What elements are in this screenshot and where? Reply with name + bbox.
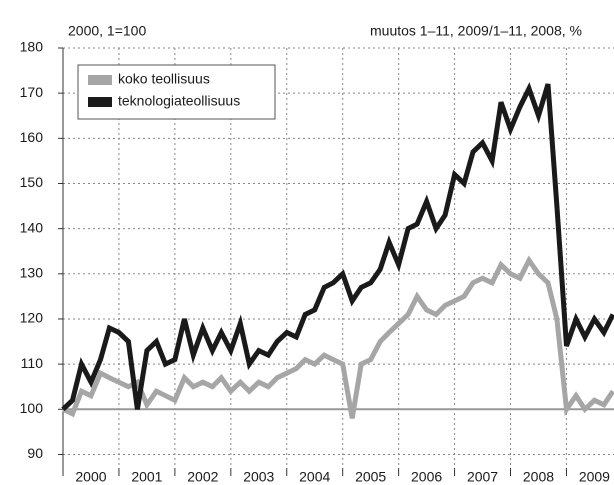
y-tick-label: 140 — [20, 219, 44, 235]
legend-label: koko teollisuus — [118, 71, 210, 87]
x-tick-label: 2004 — [299, 469, 330, 485]
y-tick-label: 110 — [21, 355, 44, 371]
x-tick-label: 2009 — [579, 469, 610, 485]
right-axis-label: muutos 1–11, 2009/1–11, 2008, % — [370, 23, 582, 39]
x-tick-label: 2008 — [523, 469, 554, 485]
x-tick-label: 2001 — [131, 469, 162, 485]
left-axis-label: 2000, 1=100 — [68, 23, 146, 39]
y-tick-label: 100 — [20, 400, 44, 416]
legend-label: teknologiateollisuus — [118, 93, 240, 109]
y-tick-label: 170 — [20, 84, 44, 100]
x-tick-label: 2005 — [355, 469, 386, 485]
y-tick-label: 130 — [20, 265, 44, 281]
legend-swatch — [88, 97, 112, 107]
x-tick-label: 2000 — [75, 469, 106, 485]
legend-box — [77, 64, 276, 120]
x-tick-label: 2003 — [243, 469, 274, 485]
y-tick-label: 180 — [20, 39, 44, 55]
series-line — [61, 255, 614, 419]
x-tick-label: 2007 — [467, 469, 498, 485]
legend-swatch — [88, 75, 112, 85]
y-tick-label: 120 — [20, 310, 44, 326]
y-tick-label: 160 — [20, 129, 44, 145]
x-tick-label: 2006 — [411, 469, 442, 485]
x-tick-label: 2002 — [187, 469, 218, 485]
y-tick-label: 150 — [20, 174, 44, 190]
series-line — [61, 82, 614, 412]
y-tick-label: 90 — [27, 445, 43, 461]
